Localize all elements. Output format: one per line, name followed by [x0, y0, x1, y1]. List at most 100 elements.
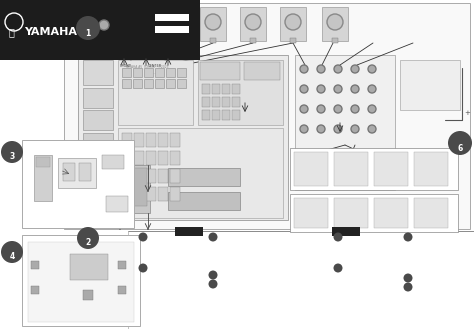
Bar [63, 163, 75, 181]
Bar [106, 196, 128, 212]
Bar [166, 79, 175, 88]
Bar [83, 60, 113, 85]
Circle shape [368, 105, 376, 113]
Bar [200, 7, 226, 41]
Bar [144, 68, 153, 77]
Circle shape [334, 105, 342, 113]
Bar [146, 169, 156, 183]
Bar [143, 38, 149, 43]
Circle shape [1, 141, 23, 163]
Bar [135, 7, 157, 41]
Bar [122, 187, 132, 201]
Circle shape [334, 85, 342, 93]
Circle shape [300, 125, 308, 133]
Bar [334, 152, 368, 186]
Bar [122, 151, 132, 165]
Bar [232, 110, 240, 120]
Bar [146, 187, 156, 201]
Bar [295, 55, 395, 190]
Text: CENTER: CENTER [148, 64, 162, 68]
Bar [200, 62, 240, 80]
Bar [102, 155, 124, 169]
Circle shape [93, 14, 115, 36]
Circle shape [209, 270, 218, 280]
Circle shape [1, 241, 23, 263]
Bar [158, 187, 168, 201]
Bar [0, 0, 200, 60]
Bar [170, 169, 180, 183]
Bar [250, 38, 256, 43]
Bar [83, 133, 113, 158]
Bar [36, 157, 50, 167]
Circle shape [138, 264, 147, 272]
Bar [158, 133, 168, 147]
Circle shape [209, 280, 218, 289]
Bar [212, 110, 220, 120]
Bar [134, 169, 144, 183]
Circle shape [334, 233, 343, 241]
Bar [64, 3, 470, 229]
Bar [83, 290, 93, 300]
Bar [83, 160, 113, 215]
Circle shape [245, 14, 261, 30]
Bar [212, 97, 220, 107]
Bar [118, 261, 126, 269]
Circle shape [351, 65, 359, 73]
Bar [83, 110, 113, 130]
Bar [414, 198, 448, 228]
Bar [175, 227, 203, 236]
Bar [158, 151, 168, 165]
Bar [212, 84, 220, 94]
Circle shape [334, 65, 342, 73]
Circle shape [403, 283, 412, 291]
Circle shape [351, 85, 359, 93]
Bar [133, 79, 142, 88]
Circle shape [368, 65, 376, 73]
Bar [294, 198, 328, 228]
Bar [374, 152, 408, 186]
Bar [22, 235, 140, 326]
Bar [83, 88, 113, 108]
Bar [177, 79, 186, 88]
Bar [31, 261, 39, 269]
Bar [122, 79, 131, 88]
Text: YAMAHA AV  RX-V3X   ©2023: YAMAHA AV RX-V3X ©2023 [125, 65, 168, 69]
Circle shape [5, 13, 23, 31]
Bar [31, 286, 39, 294]
Circle shape [138, 14, 154, 30]
Text: 3: 3 [9, 152, 15, 162]
Bar [134, 151, 144, 165]
Bar [88, 8, 120, 50]
Bar [290, 38, 296, 43]
Bar [79, 163, 91, 181]
Circle shape [138, 233, 147, 241]
Bar [155, 79, 164, 88]
Bar [58, 158, 96, 188]
Circle shape [300, 65, 308, 73]
Bar [34, 155, 52, 201]
Bar [168, 168, 240, 186]
Text: ⓨ: ⓨ [9, 27, 15, 37]
Bar [222, 110, 230, 120]
Bar [202, 84, 210, 94]
Circle shape [317, 85, 325, 93]
Bar [155, 26, 189, 33]
Text: YAMAHA: YAMAHA [24, 27, 77, 37]
Circle shape [351, 105, 359, 113]
Bar [414, 152, 448, 186]
Circle shape [448, 131, 472, 155]
Bar [144, 79, 153, 88]
Bar [122, 68, 131, 77]
Circle shape [285, 14, 301, 30]
Bar [374, 198, 408, 228]
Circle shape [317, 125, 325, 133]
Bar [290, 148, 458, 190]
Bar [210, 38, 216, 43]
Circle shape [99, 20, 109, 30]
Bar [202, 97, 210, 107]
Circle shape [209, 233, 218, 241]
Bar [170, 38, 176, 43]
Bar [244, 62, 280, 80]
Circle shape [317, 105, 325, 113]
Bar [162, 7, 184, 41]
